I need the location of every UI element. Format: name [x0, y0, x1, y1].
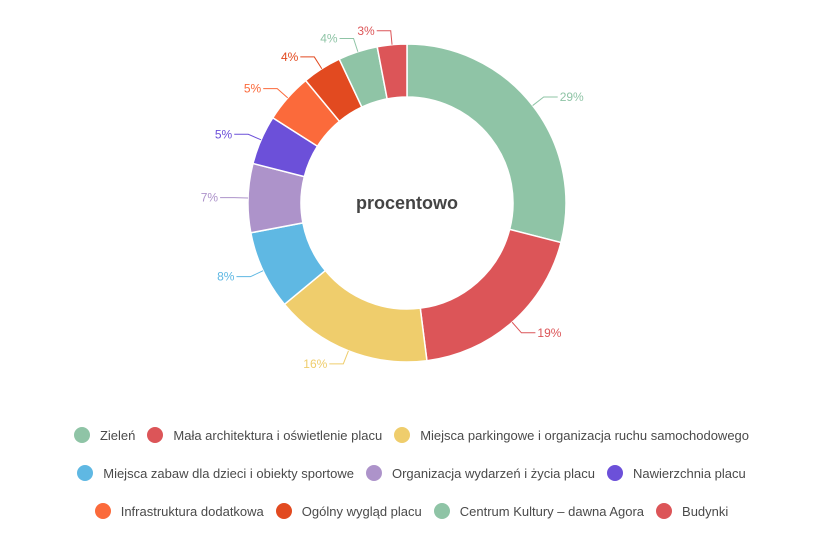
legend-row: Infrastruktura dodatkowa Ogólny wygląd pl… [0, 503, 823, 519]
slice-data-label: 16% [303, 357, 327, 371]
slice-data-label: 4% [320, 31, 338, 45]
legend-item[interactable]: Mała architektura i oświetlenie placu [147, 427, 382, 443]
donut-slice[interactable] [376, 43, 408, 100]
slice-leader-line [329, 350, 349, 365]
slice-leader-line [532, 96, 558, 106]
legend-color-swatch [394, 427, 411, 443]
center-label: procentowo [356, 193, 458, 213]
donut-slice[interactable] [406, 43, 567, 244]
legend-label: Ogólny wygląd placu [301, 503, 422, 519]
legend-item[interactable]: Infrastruktura dodatkowa [94, 503, 264, 519]
legend-color-swatch [147, 427, 164, 443]
slice-leader-line [263, 88, 289, 99]
slice-data-label: 3% [357, 24, 375, 38]
legend-item[interactable]: Centrum Kultury – dawna Agora [433, 503, 645, 519]
legend-item[interactable]: Organizacja wydarzeń i życia placu [365, 465, 596, 481]
slice-leader-line [236, 270, 264, 278]
legend-color-swatch [275, 503, 292, 519]
legend-label: Mała architektura i oświetlenie placu [173, 427, 383, 443]
legend-label: Budynki [682, 503, 729, 519]
slice-leader-line [511, 321, 536, 334]
slice-data-label: 29% [560, 90, 584, 104]
legend-color-swatch [365, 465, 382, 481]
legend-color-swatch [433, 503, 450, 519]
legend-color-swatch [656, 503, 673, 519]
slice-data-label: 8% [217, 270, 235, 284]
legend-item[interactable]: Zieleń [73, 427, 136, 443]
legend-row: Zieleń Mała architektura i oświetlenie pl… [0, 427, 823, 443]
legend-label: Zieleń [99, 427, 136, 443]
donut-slice[interactable] [419, 228, 562, 362]
legend-label: Miejsca zabaw dla dzieci i obiekty sport… [103, 465, 354, 481]
slice-leader-line [339, 37, 359, 52]
legend-color-swatch [94, 503, 111, 519]
legend-item[interactable]: Miejsca zabaw dla dzieci i obiekty sport… [77, 465, 354, 481]
legend-item[interactable]: Budynki [656, 503, 728, 519]
slice-leader-line [234, 133, 262, 141]
donut-chart-svg: 29% 19% 16% 8% 7% 5% 5% 4% 4% 3% procentowo [201, 24, 584, 371]
slice-data-label: 5% [215, 127, 233, 141]
legend-item[interactable]: Miejsca parkingowe i organizacja ruchu s… [394, 427, 749, 443]
slice-data-label: 5% [244, 82, 262, 96]
slice-leader-line [300, 56, 323, 70]
slice-data-label: 4% [281, 50, 299, 64]
legend-color-swatch [73, 427, 90, 443]
legend-label: Organizacja wydarzeń i życia placu [391, 465, 596, 481]
legend-label: Miejsca parkingowe i organizacja ruchu s… [420, 427, 750, 443]
legend-label: Nawierzchnia placu [633, 465, 746, 481]
legend-label: Infrastruktura dodatkowa [120, 503, 264, 519]
slice-data-label: 7% [201, 191, 219, 205]
donut-chart: 29% 19% 16% 8% 7% 5% 5% 4% 4% 3% procentowo [201, 24, 584, 371]
legend-row: Miejsca zabaw dla dzieci i obiekty sport… [0, 465, 823, 481]
slice-data-label: 19% [537, 326, 561, 340]
legend-item[interactable]: Nawierzchnia placu [607, 465, 746, 481]
legend-label: Centrum Kultury – dawna Agora [459, 503, 645, 519]
legend-item[interactable]: Ogólny wygląd placu [275, 503, 422, 519]
slice-leader-line [376, 30, 393, 45]
legend-color-swatch [77, 465, 94, 481]
legend-color-swatch [607, 465, 624, 481]
